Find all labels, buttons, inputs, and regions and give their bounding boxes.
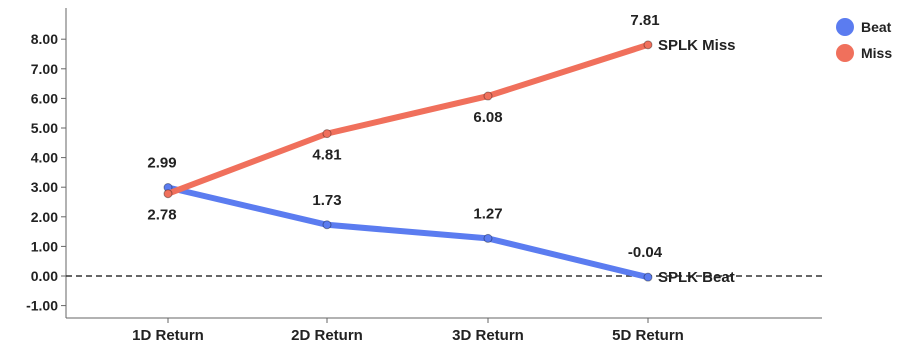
series-layer — [163, 40, 653, 282]
series-line-beat — [165, 184, 651, 281]
labels-layer: 2.99 1.73 1.27 -0.04 SPLK Beat 2.78 4.81 6.08 7.… — [147, 12, 735, 286]
data-label-miss: 4.81 — [312, 147, 341, 164]
x-tick-label: 5D Return — [612, 327, 684, 344]
y-tick-label: 5.00 — [31, 120, 58, 136]
data-label-beat: -0.04 — [628, 244, 663, 261]
data-label-miss: 2.78 — [147, 207, 176, 224]
legend-item-miss[interactable]: Miss — [836, 40, 892, 66]
data-label-miss: 6.08 — [473, 109, 502, 126]
data-label-beat: 1.27 — [473, 205, 502, 222]
x-tick-label: 2D Return — [291, 327, 363, 344]
y-tick-label: 8.00 — [31, 31, 58, 47]
legend-label-beat: Beat — [861, 19, 892, 35]
data-point-miss — [643, 40, 653, 50]
data-label-beat: 2.99 — [147, 154, 176, 171]
y-tick-label: 6.00 — [31, 90, 58, 106]
y-tick-label: 1.00 — [31, 238, 58, 254]
series-end-label-beat: SPLK Beat — [658, 269, 735, 286]
legend-swatch-miss — [836, 44, 854, 62]
legend: Beat Miss — [836, 14, 892, 66]
data-point-beat — [483, 233, 493, 243]
x-tick-label: 3D Return — [452, 327, 524, 344]
data-point-beat — [643, 272, 653, 282]
legend-label-miss: Miss — [861, 45, 893, 61]
legend-swatch-beat — [836, 18, 854, 36]
series-line-miss — [165, 41, 651, 197]
y-tick-label: 7.00 — [31, 61, 58, 77]
data-point-miss — [322, 129, 332, 139]
y-tick-label: 0.00 — [31, 268, 58, 284]
data-point-beat — [322, 220, 332, 230]
axes: -1.00 0.00 1.00 2.00 3.00 4.00 5.00 6.00 7.00 8.0… — [26, 8, 822, 344]
series-end-label-miss: SPLK Miss — [658, 37, 736, 54]
y-tick-label: -1.00 — [26, 298, 58, 314]
y-tick-label: 4.00 — [31, 150, 58, 166]
y-tick-label: 2.00 — [31, 209, 58, 225]
legend-item-beat[interactable]: Beat — [836, 14, 892, 40]
y-tick-label: 3.00 — [31, 179, 58, 195]
data-label-beat: 1.73 — [312, 192, 341, 209]
x-tick-label: 1D Return — [132, 327, 204, 344]
data-point-miss — [483, 91, 493, 101]
data-label-miss: 7.81 — [630, 12, 659, 29]
data-point-miss — [163, 189, 173, 199]
